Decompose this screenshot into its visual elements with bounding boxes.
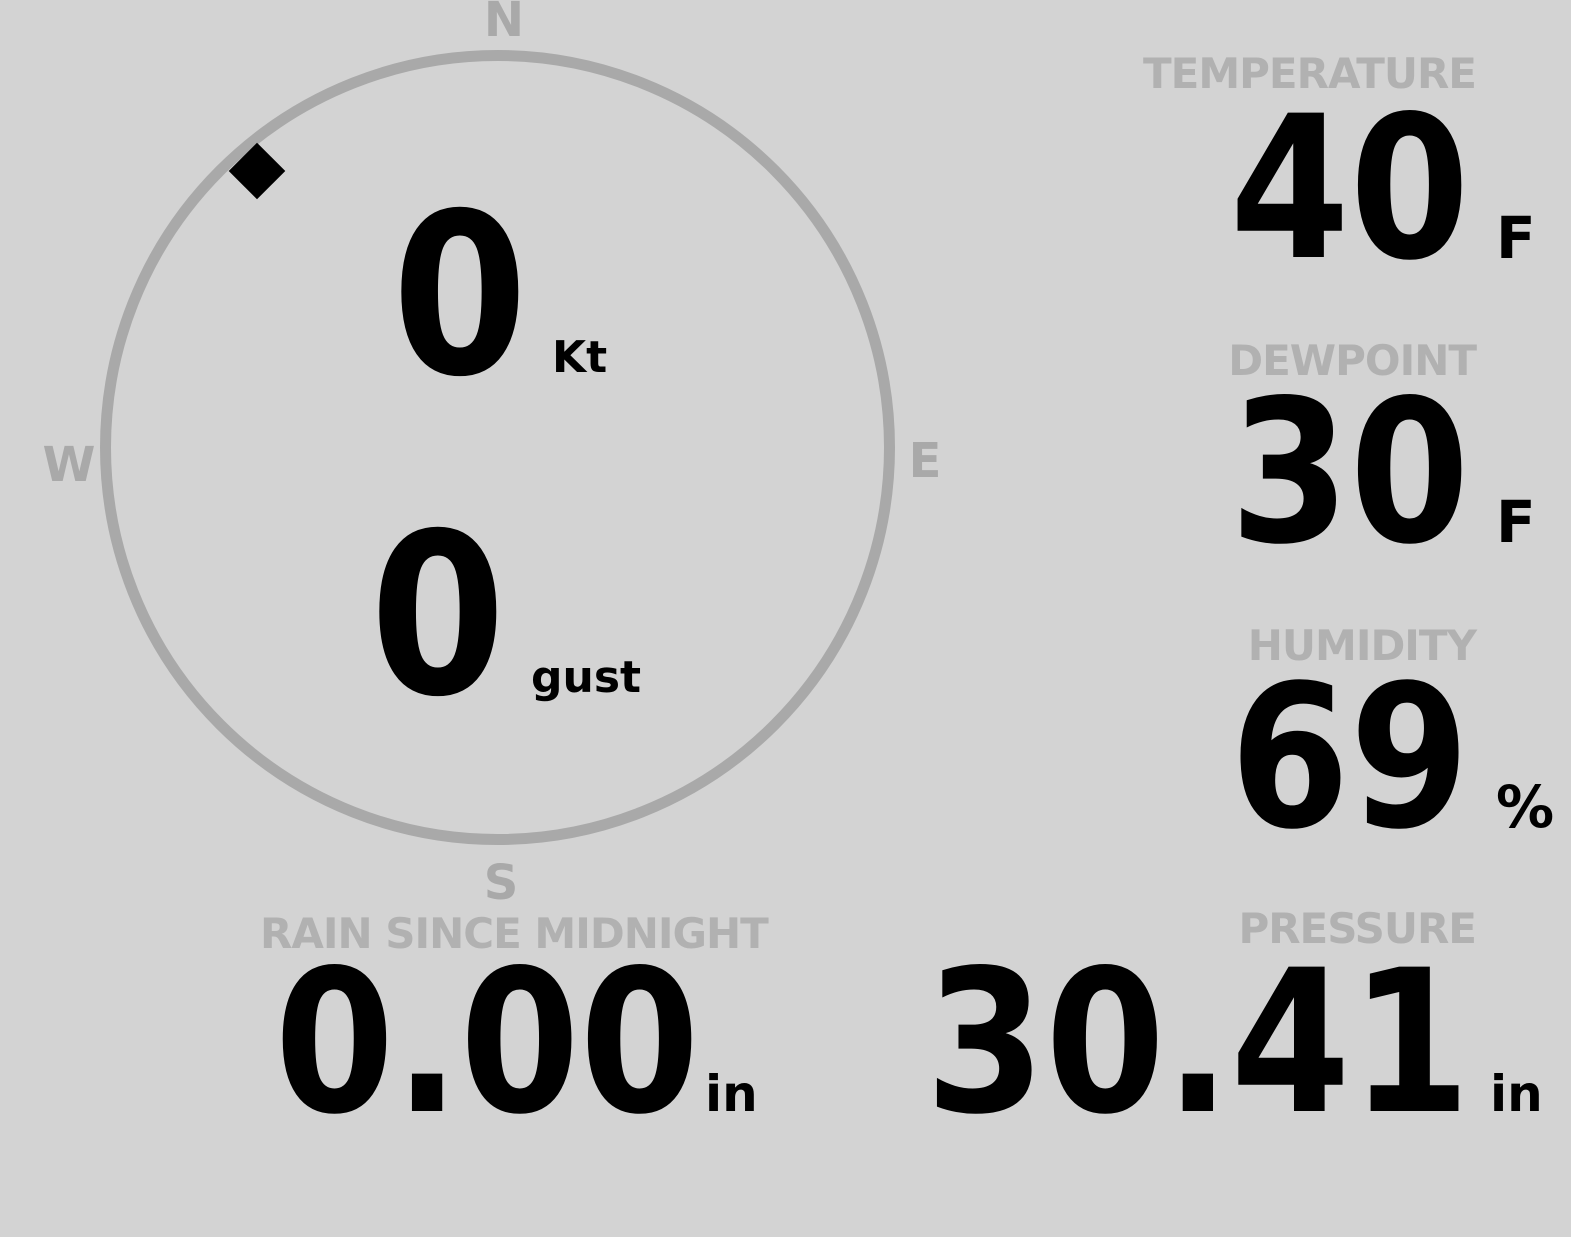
dewpoint-value: 30: [1230, 357, 1470, 588]
cardinal-south-label: S: [483, 855, 519, 911]
cardinal-east-label: E: [908, 433, 942, 489]
wind-gust-unit: gust: [531, 652, 642, 703]
temperature-unit: F: [1496, 204, 1536, 272]
pressure-label: PRESSURE: [1238, 904, 1477, 953]
dewpoint-label: DEWPOINT: [1228, 336, 1477, 385]
rain-value: 0.00: [274, 927, 700, 1158]
wind-speed-unit: Kt: [552, 332, 608, 383]
humidity-unit: %: [1496, 773, 1555, 841]
dewpoint-unit: F: [1496, 488, 1536, 556]
temperature-label: TEMPERATURE: [1143, 49, 1477, 98]
compass-ring: [100, 50, 895, 845]
cardinal-north-label: N: [483, 0, 525, 48]
cardinal-west-label: W: [42, 437, 96, 493]
humidity-label: HUMIDITY: [1247, 621, 1477, 670]
temperature-value: 40: [1230, 73, 1470, 304]
pressure-unit: in: [1490, 1065, 1543, 1123]
wind-speed-value: 0: [392, 165, 528, 426]
rain-label: RAIN SINCE MIDNIGHT: [260, 909, 769, 958]
pressure-value: 30.41: [925, 927, 1470, 1158]
rain-unit: in: [705, 1065, 758, 1123]
wind-gust-value: 0: [370, 485, 506, 746]
humidity-value: 69: [1230, 642, 1470, 873]
